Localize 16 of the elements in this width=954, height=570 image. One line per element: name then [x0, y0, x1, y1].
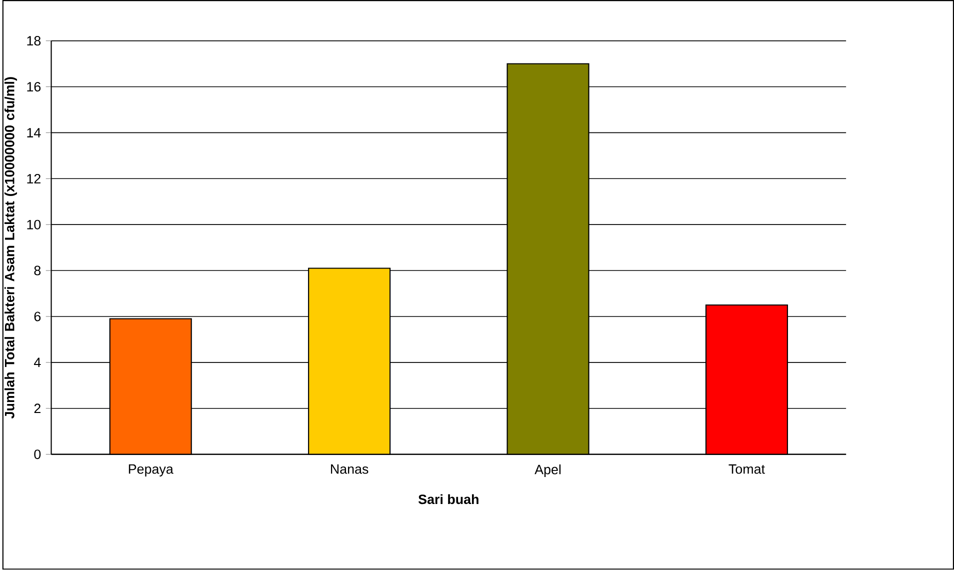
y-tick-label: 2: [34, 404, 40, 414]
y-tick-label: 12: [27, 174, 40, 184]
x-tick-label: Nanas: [331, 464, 368, 474]
x-tick-label: Tomat: [728, 464, 765, 474]
y-tick-label: 0: [34, 450, 41, 460]
y-tick-label: 14: [27, 128, 41, 138]
x-tick-label: Pepaya: [128, 464, 174, 477]
y-tick-label: 6: [34, 312, 41, 322]
y-tick-label: 4: [34, 358, 41, 368]
y-tick-label: 10: [27, 220, 41, 230]
y-axis-title: Jumlah Total Bakteri Asam Laktat (x10000000 cfu/ml): [4, 77, 17, 419]
y-tick-label: 16: [27, 82, 41, 92]
y-tick-label: 18: [27, 36, 41, 46]
y-tick-label: 8: [34, 266, 41, 276]
x-axis-title: Sari buah: [418, 494, 478, 504]
x-tick-label: Apel: [534, 464, 561, 478]
